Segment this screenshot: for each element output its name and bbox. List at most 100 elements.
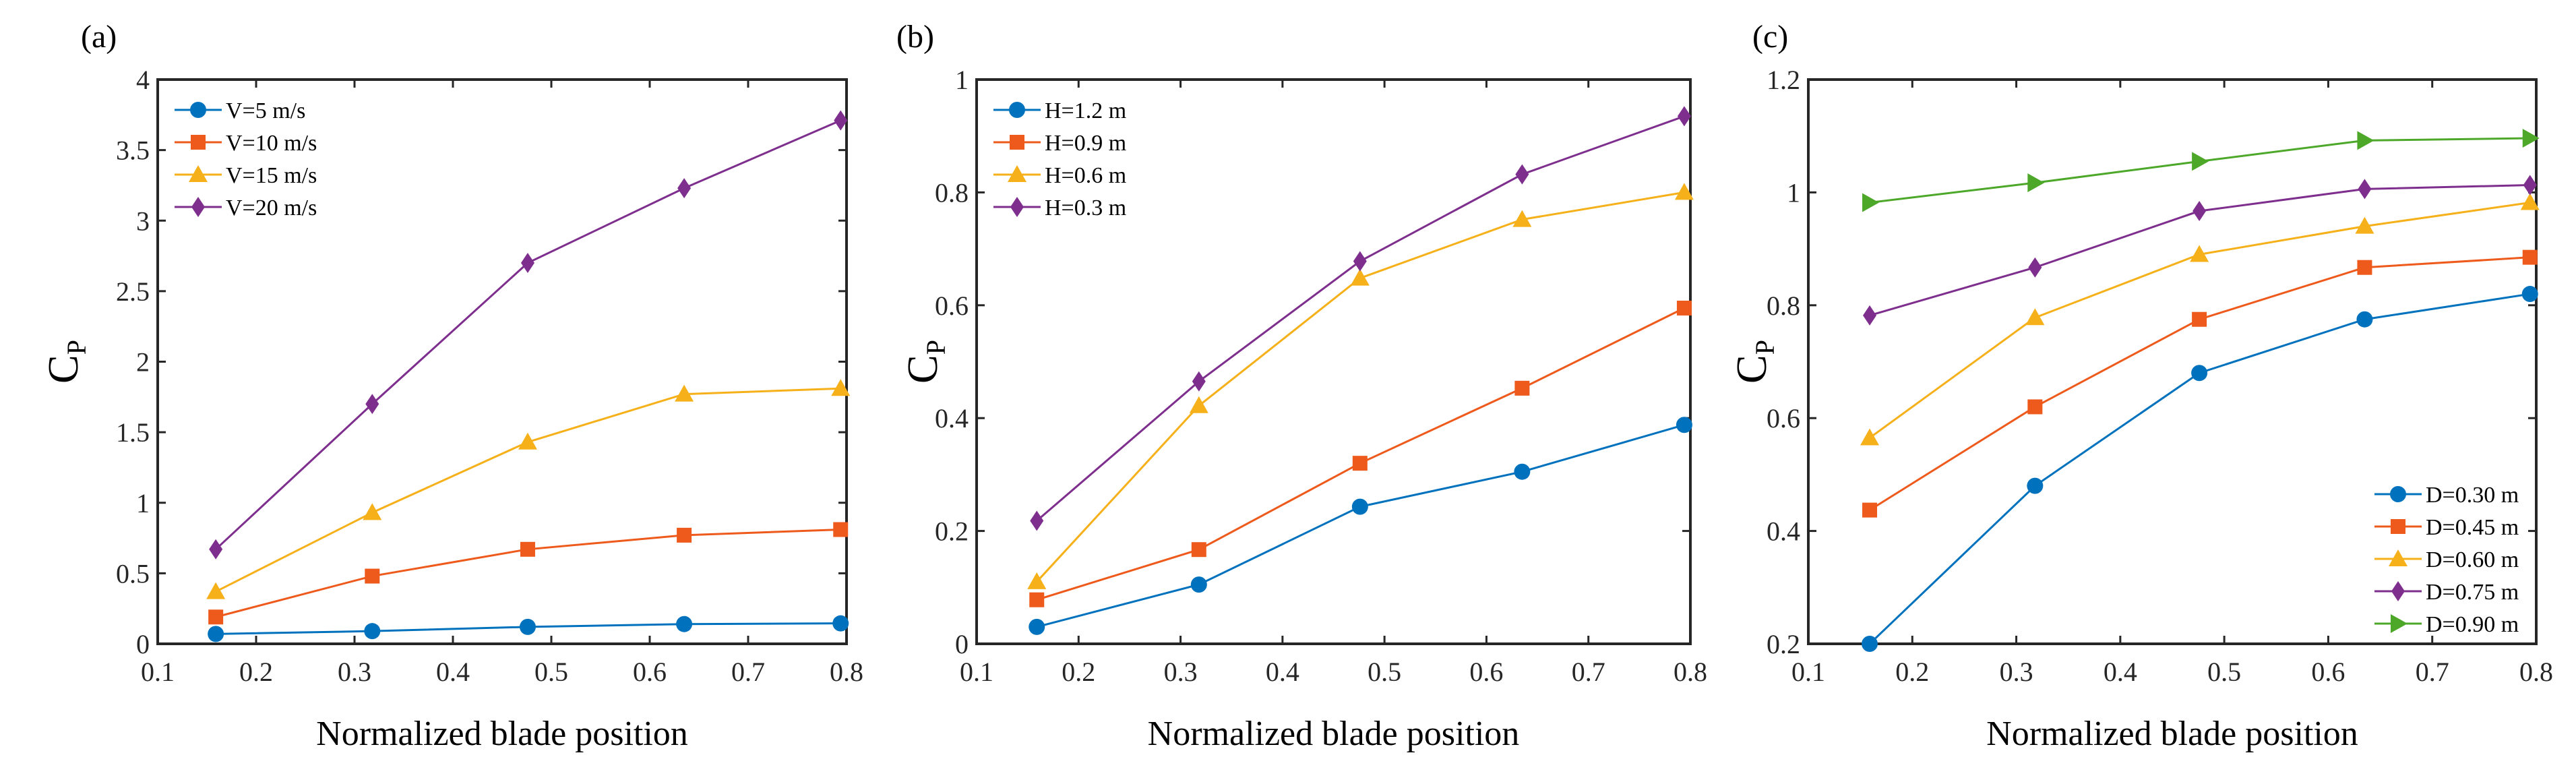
data-point (363, 503, 382, 520)
data-point (1514, 380, 1530, 396)
x-tick-label: 0.2 (1895, 657, 1929, 687)
y-tick-label: 0.2 (1767, 629, 1800, 659)
x-tick-label: 0.1 (1791, 657, 1825, 687)
legend-label: H=0.6 m (1045, 163, 1126, 188)
data-point (1674, 183, 1694, 200)
data-point (2357, 131, 2374, 150)
legend-label: D=0.30 m (2426, 483, 2519, 508)
data-point (208, 626, 224, 642)
y-tick-label: 0.6 (935, 291, 969, 321)
legend: V=5 m/s V=10 m/s V=15 m/s V=20 m/s (175, 98, 317, 220)
series-H=0.6 m (1027, 183, 1694, 589)
legend-label: V=15 m/s (226, 163, 317, 188)
legend: H=1.2 m H=0.9 m H=0.6 m H=0.3 m (993, 98, 1126, 220)
series-V=10 m/s (208, 522, 849, 625)
x-tick-label: 0.5 (1368, 657, 1401, 687)
x-axis-label: Normalized blade position (1986, 715, 2358, 753)
panel-label: (a) (81, 19, 117, 55)
series-D=0.45 m (1862, 249, 2538, 518)
data-point (833, 522, 849, 537)
series-V=5 m/s (208, 615, 849, 642)
data-point (2028, 257, 2042, 278)
data-point (364, 623, 381, 640)
legend-marker (2391, 581, 2405, 601)
series-D=0.75 m (1863, 175, 2537, 326)
x-tick-label: 0.5 (2207, 657, 2241, 687)
x-tick-label: 0.8 (830, 657, 863, 687)
series-line (1869, 137, 2530, 204)
legend-label: D=0.45 m (2426, 515, 2519, 540)
y-axis-label: CP (898, 340, 951, 384)
data-point (1677, 106, 1691, 127)
y-tick-label: 0.6 (1767, 403, 1800, 433)
data-point (2521, 286, 2538, 303)
series-line (1036, 191, 1685, 582)
legend-item: D=0.90 m (2374, 612, 2519, 637)
legend-marker (2391, 614, 2408, 633)
legend: D=0.30 m D=0.45 m D=0.60 m D=0.75 m D=0.90 m (2374, 483, 2519, 637)
data-point (2192, 201, 2207, 222)
data-point (520, 541, 535, 557)
legend-label: D=0.90 m (2426, 612, 2519, 637)
data-point (1030, 510, 1044, 531)
legend-marker (2391, 519, 2405, 534)
y-tick-label: 3 (136, 206, 150, 236)
x-tick-label: 0.3 (2000, 657, 2033, 687)
legend-item: V=15 m/s (175, 163, 317, 188)
x-tick-label: 0.3 (1164, 657, 1198, 687)
data-point (1192, 371, 1206, 392)
chart-panel-c: (c)0.1 0.2 0.3 0.4 0.5 0.6 0.7 0.80.20.40.60.81… (1727, 19, 2553, 753)
y-tick-label: 0 (136, 629, 150, 659)
x-tick-label: 0.7 (2416, 657, 2449, 687)
y-tick-label: 0.8 (1767, 291, 1800, 321)
data-point (831, 379, 851, 396)
data-point (1862, 502, 1878, 518)
data-point (520, 253, 534, 274)
y-tick-label: 0.4 (935, 403, 969, 433)
data-point (677, 527, 692, 543)
data-point (1350, 268, 1370, 286)
legend-item: H=1.2 m (993, 98, 1126, 123)
data-point (2027, 399, 2043, 415)
legend-marker (1009, 102, 1025, 118)
axes-box (156, 78, 848, 645)
data-point (1191, 542, 1206, 558)
legend-label: H=1.2 m (1045, 98, 1126, 123)
data-point (2192, 152, 2209, 171)
series-D=0.60 m (1860, 193, 2540, 446)
y-tick-label: 0.5 (116, 558, 150, 589)
legend-item: H=0.9 m (993, 131, 1126, 156)
data-point (1676, 417, 1692, 433)
axes-box (1807, 78, 2538, 645)
x-tick-label: 0.7 (1572, 657, 1605, 687)
legend-item: D=0.75 m (2374, 580, 2519, 605)
data-point (2192, 311, 2207, 327)
data-point (1676, 300, 1692, 316)
data-point (209, 539, 223, 560)
y-tick-label: 0.4 (1767, 516, 1800, 547)
data-point (2358, 179, 2372, 200)
data-point (2522, 249, 2538, 265)
data-point (2027, 477, 2044, 494)
legend-marker (190, 102, 206, 118)
series-V=15 m/s (206, 379, 851, 599)
data-point (1863, 305, 1877, 326)
legend-marker (1010, 135, 1024, 150)
legend-marker (1010, 197, 1024, 217)
data-point (2027, 173, 2045, 193)
y-tick-label: 1 (136, 488, 150, 518)
data-point (2025, 308, 2045, 326)
data-point (518, 432, 537, 450)
y-axis-label-subscript: P (1750, 340, 1780, 355)
legend-marker (2390, 486, 2406, 502)
series-line (1036, 423, 1685, 628)
data-point (208, 609, 224, 625)
data-point (1029, 592, 1045, 607)
series-V=20 m/s (209, 110, 848, 560)
y-axis-label-subscript: P (921, 340, 951, 355)
data-point (676, 616, 693, 632)
data-point (1190, 576, 1207, 593)
series-H=0.9 m (1029, 300, 1692, 607)
data-point (1514, 463, 1531, 480)
